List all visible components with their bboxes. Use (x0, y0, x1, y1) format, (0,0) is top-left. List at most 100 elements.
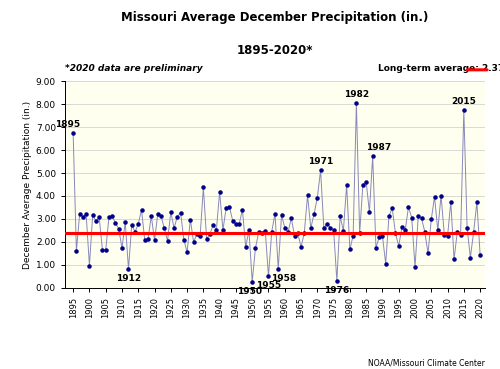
Point (154, 211, 162, 217)
Point (430, 194, 438, 200)
Point (294, 231, 302, 237)
Text: 1976: 1976 (324, 286, 349, 295)
Point (385, 213, 393, 219)
Text: 1895-2020*: 1895-2020* (237, 44, 313, 57)
Point (372, 245, 380, 251)
Point (460, 107, 468, 113)
Text: Long-term average: 2.37 in.: Long-term average: 2.37 in. (378, 64, 500, 73)
Point (392, 230, 400, 236)
Point (388, 205, 396, 211)
Point (378, 233, 386, 239)
Point (307, 225, 315, 231)
Point (238, 207, 246, 213)
Text: 2015: 2015 (452, 97, 476, 106)
Point (114, 226, 122, 232)
Point (401, 227, 409, 233)
Point (226, 204, 234, 210)
Point (131, 229, 139, 235)
Point (82, 211, 90, 217)
Point (128, 222, 136, 228)
Point (274, 266, 282, 272)
Point (424, 251, 432, 256)
Point (167, 209, 175, 215)
Point (235, 221, 243, 227)
Point (258, 231, 266, 237)
Point (366, 209, 374, 215)
Text: Missouri Average December Precipitation (in.): Missouri Average December Precipitation … (122, 11, 428, 24)
Point (124, 266, 132, 272)
Point (418, 215, 426, 221)
Point (248, 279, 256, 284)
Point (72, 248, 80, 254)
Point (148, 213, 156, 219)
Point (310, 211, 318, 217)
Point (157, 213, 165, 219)
Point (118, 245, 126, 251)
Point (121, 219, 129, 225)
Point (138, 207, 145, 213)
Point (336, 213, 344, 219)
Point (454, 229, 462, 235)
Point (440, 232, 448, 238)
Point (200, 184, 207, 190)
Point (105, 214, 113, 220)
Point (245, 227, 253, 233)
Point (408, 215, 416, 221)
Point (228, 218, 236, 224)
Point (69, 130, 77, 136)
Point (180, 237, 188, 242)
Point (333, 278, 341, 284)
Point (164, 238, 172, 244)
Point (428, 217, 436, 223)
Point (222, 205, 230, 211)
Point (209, 223, 217, 228)
Point (108, 213, 116, 219)
Point (463, 225, 471, 231)
Point (290, 233, 298, 239)
Point (421, 229, 429, 235)
Text: 1958: 1958 (271, 274, 296, 283)
Point (202, 236, 210, 242)
Point (300, 230, 308, 236)
Point (476, 252, 484, 258)
Point (288, 215, 296, 221)
Point (95, 214, 103, 220)
Point (183, 249, 191, 255)
Point (254, 229, 262, 235)
Point (219, 227, 227, 233)
Point (112, 220, 120, 226)
Point (261, 228, 269, 234)
Point (349, 233, 357, 239)
Point (330, 227, 338, 233)
Point (278, 212, 285, 218)
Point (368, 153, 376, 159)
Point (362, 179, 370, 185)
Point (160, 225, 168, 231)
Point (326, 225, 334, 231)
Point (264, 273, 272, 279)
Point (297, 244, 305, 250)
Point (359, 182, 367, 187)
Point (323, 221, 331, 227)
Point (404, 204, 412, 210)
Point (466, 255, 474, 261)
Point (375, 234, 383, 240)
Text: *2020 data are preliminary: *2020 data are preliminary (65, 64, 202, 73)
Point (150, 237, 158, 243)
Point (79, 214, 87, 220)
Point (242, 244, 250, 250)
Point (314, 195, 322, 201)
Point (281, 225, 289, 231)
Point (134, 221, 142, 227)
Text: 1950: 1950 (237, 286, 262, 296)
Point (447, 199, 455, 205)
Point (216, 189, 224, 195)
Point (352, 100, 360, 106)
Point (212, 227, 220, 233)
Point (268, 229, 276, 235)
Point (252, 245, 260, 251)
Point (356, 230, 364, 236)
Point (398, 224, 406, 230)
Point (437, 193, 445, 199)
Text: 1955: 1955 (256, 281, 281, 290)
